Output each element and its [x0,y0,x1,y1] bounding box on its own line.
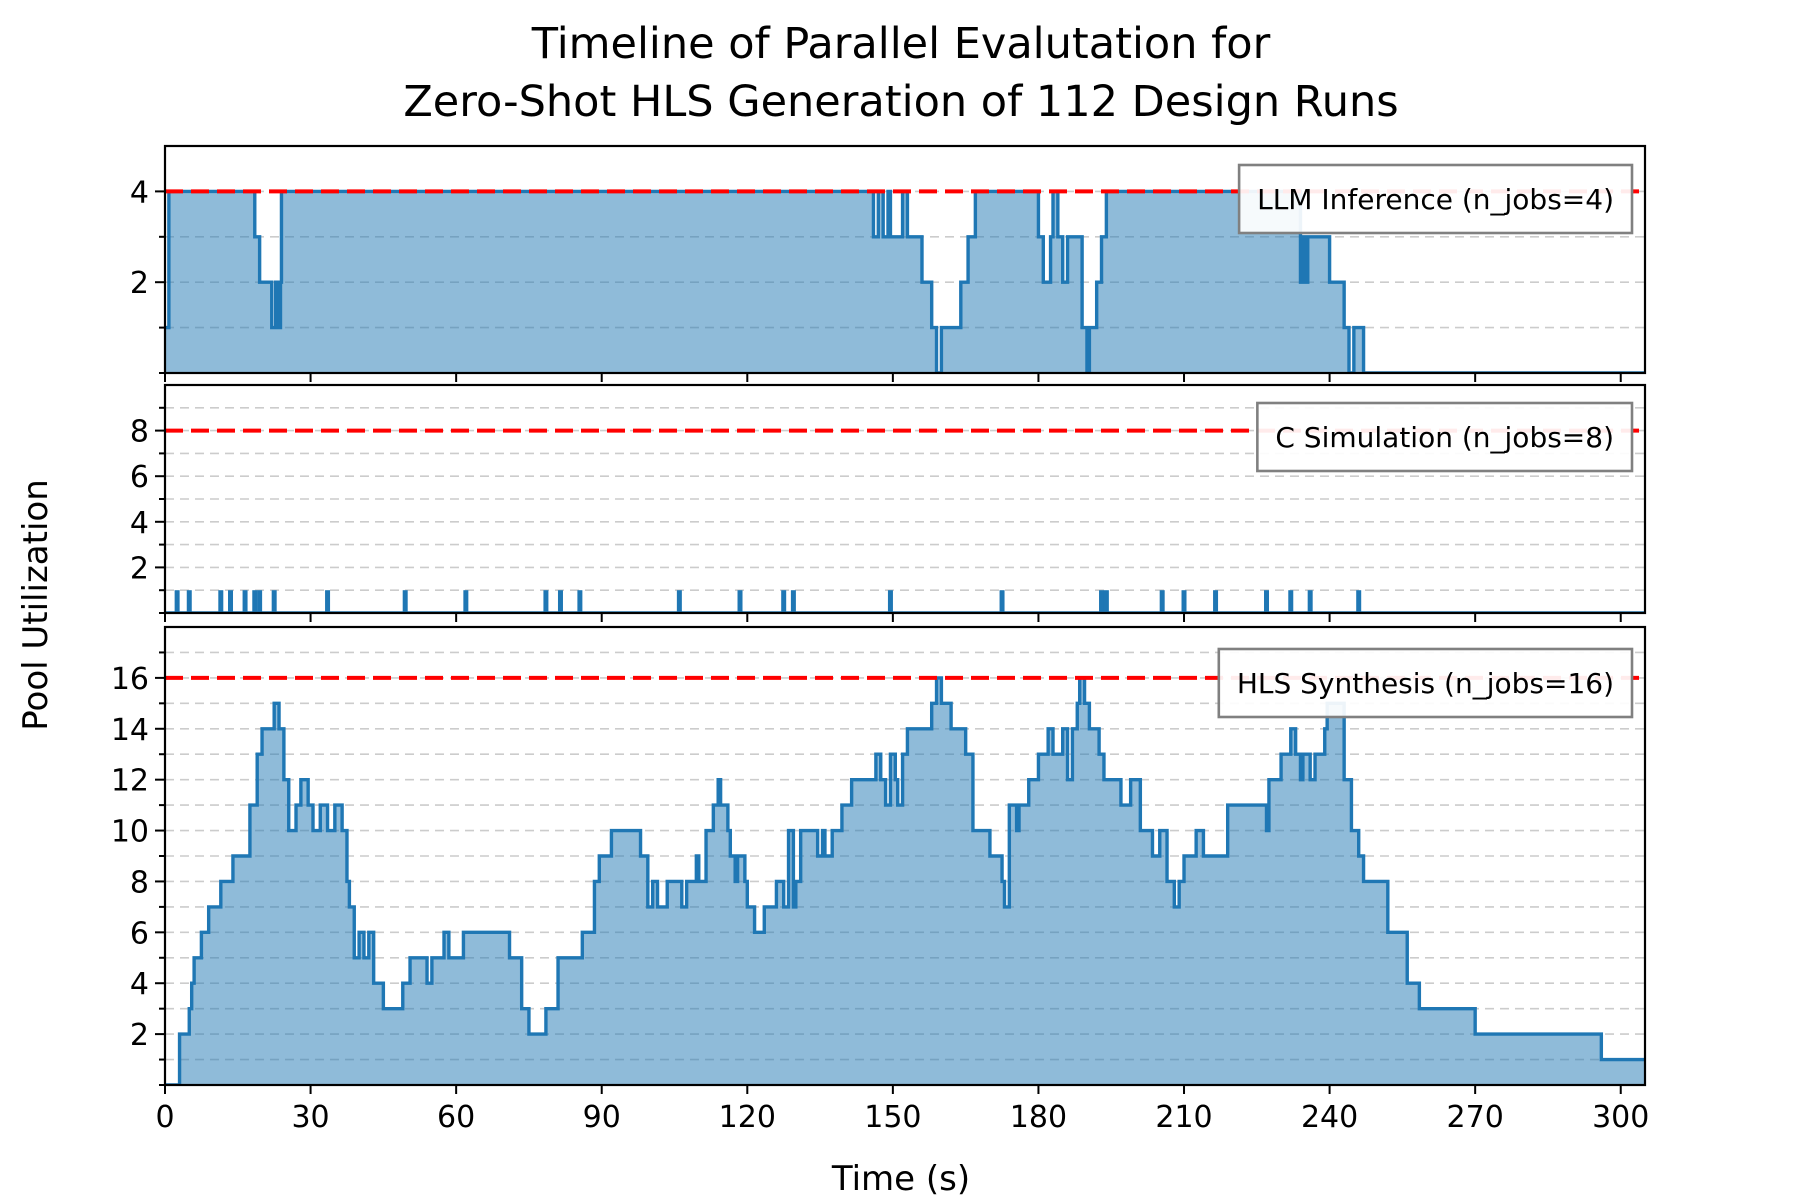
x-tick-label: 270 [1447,1100,1504,1135]
series-spike [463,590,469,613]
series-step-line [165,676,1645,1085]
legend-box [1217,647,1634,719]
series-spike [1099,590,1105,613]
y-tick-label: 2 [130,551,149,586]
panel-plot-area [165,189,1645,373]
y-tick-label: 4 [130,506,149,541]
series-fill [165,191,1645,373]
series-spike [1288,590,1294,613]
y-tick-label: 8 [130,865,149,900]
series-spike [577,590,583,613]
panel-1: 2 4 LLM Inference (n_jobs=4) [130,144,1647,382]
series-spike [999,590,1005,613]
panel-3: 2 4 6 8 10 12 14 16 HLS Synthesis (n_jobs=16) [111,625,1647,1094]
x-tick-label: 150 [864,1100,921,1135]
x-tick-label: 120 [719,1100,776,1135]
y-tick-label: 14 [111,713,149,748]
series-spike [676,590,682,613]
legend-text: HLS Synthesis (n_jobs=16) [1237,667,1614,700]
legend-text: LLM Inference (n_jobs=4) [1257,183,1614,216]
series-spike [402,590,408,613]
x-tick-label: 60 [437,1100,475,1135]
x-axis-label: Time (s) [831,1159,970,1199]
y-tick-label: 6 [130,460,149,495]
series-spike [271,590,277,613]
panels-layer: 2 4 LLM Inference (n_jobs=4) 2 4 6 8 C Simulati… [111,144,1649,1135]
y-tick-label: 2 [130,266,149,301]
chart-title-line-1: Timeline of Parallel Evalutation for [531,19,1271,69]
x-tick-label: 300 [1592,1100,1649,1135]
series-spike [887,590,893,613]
legend-text: C Simulation (n_jobs=8) [1275,421,1614,454]
series-spike [1307,590,1313,613]
series-spike [1159,590,1165,613]
series-spike [781,590,787,613]
legend-box [1237,163,1634,235]
series-spike [325,590,331,613]
series-spike [186,590,192,613]
series-spike [737,590,743,613]
series-spike [174,590,180,613]
series-spike [557,590,563,613]
y-tick-label: 4 [130,175,149,210]
series-spike [790,590,796,613]
series-spike [228,590,234,613]
panel-2: 2 4 6 8 C Simulation (n_jobs=8) [130,383,1647,622]
series-spike [543,590,549,613]
legend-box [1256,401,1634,473]
panel-plot-area [165,675,1645,1085]
y-tick-label: 4 [130,967,149,1002]
y-tick-label: 6 [130,916,149,951]
series-spike [1103,590,1109,613]
x-tick-label: 180 [1010,1100,1067,1135]
series-spike [1181,590,1187,613]
y-tick-label: 8 [130,415,149,450]
x-tick-label: 210 [1155,1100,1212,1135]
y-tick-label: 16 [111,662,149,697]
x-tick-label: 90 [583,1100,621,1135]
x-tick-label: 0 [155,1100,174,1135]
panel-frame [163,144,1647,375]
y-tick-label: 10 [111,815,149,850]
x-tick-label: 30 [291,1100,329,1135]
series-fill [165,677,1645,1085]
y-tick-label: 2 [130,1018,149,1053]
series-spike [1356,590,1362,613]
chart-title-line-2: Zero-Shot HLS Generation of 112 Design R… [403,77,1398,127]
series-spike [1264,590,1270,613]
series-spike [257,590,263,613]
series-spike [242,590,248,613]
series-spike [1213,590,1219,613]
series-spike [252,590,258,613]
y-tick-label: 12 [111,764,149,799]
series-spike [218,590,224,613]
x-tick-label: 240 [1301,1100,1358,1135]
y-axis-label: Pool Utilization [16,479,56,731]
